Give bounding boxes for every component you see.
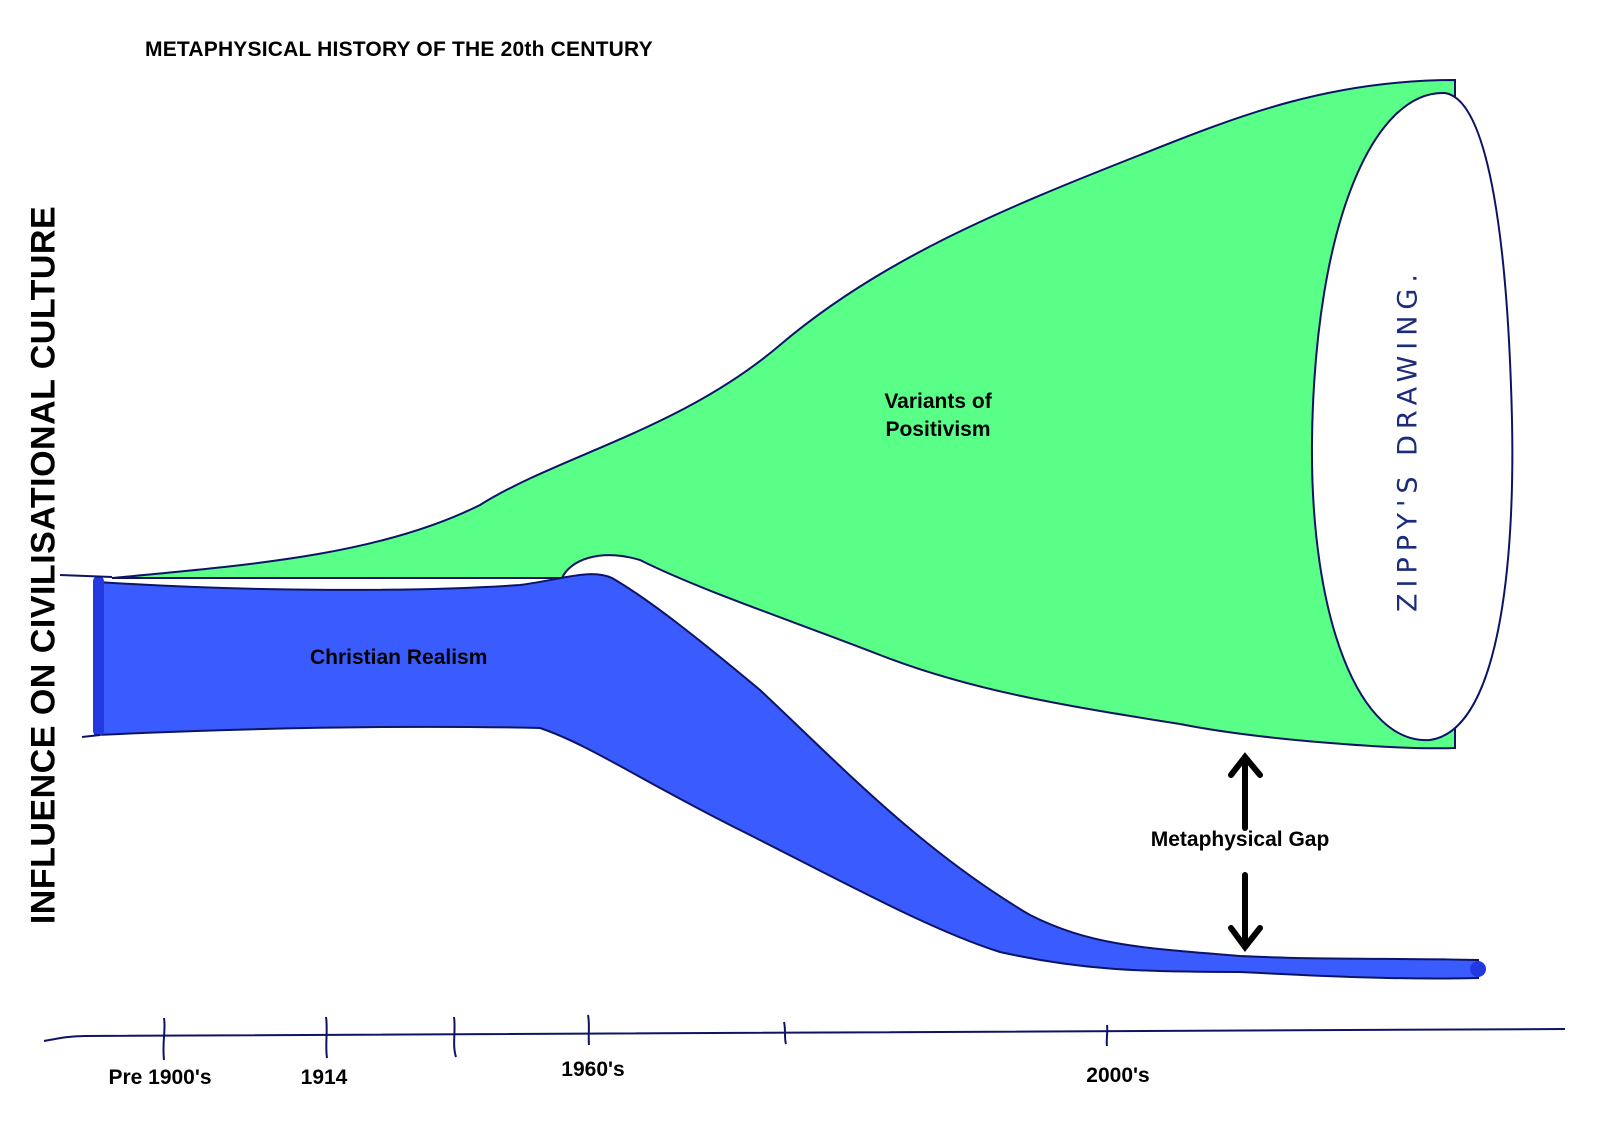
christian-left-line <box>81 734 101 738</box>
handwritten-signature: ZIPPY'S DRAWING. <box>1392 268 1424 612</box>
metaphysical-gap-label: Metaphysical Gap <box>1150 828 1330 851</box>
zippy-drawing-oval <box>1310 91 1514 742</box>
band-start-cap <box>93 576 104 736</box>
positivism-label: Variants of Positivism <box>868 388 1008 444</box>
tick-mark <box>1105 1024 1109 1047</box>
tick-mark <box>587 1014 590 1046</box>
positivism-left-line <box>59 574 113 578</box>
tick-mark <box>162 1017 166 1061</box>
y-axis-label: INFLUENCE ON CIVILISATIONAL CULTURE <box>24 205 63 925</box>
positivism-region <box>111 78 1456 750</box>
x-tick-label: Pre 1900's <box>108 1066 212 1089</box>
positivism-label-line1: Variants of <box>884 390 992 413</box>
x-tick-label: 1960's <box>561 1058 625 1081</box>
gap-arrow-down <box>1228 872 1263 952</box>
positivism-label-line2: Positivism <box>885 418 991 441</box>
christian-realism-region <box>93 573 1479 980</box>
page-title: METAPHYSICAL HISTORY OF THE 20th CENTURY <box>145 38 653 61</box>
x-tick-label: 1914 <box>300 1066 348 1089</box>
band-end-cap <box>1470 961 1486 977</box>
tick-mark <box>325 1016 328 1059</box>
tick-mark <box>453 1016 457 1058</box>
tick-mark <box>783 1021 787 1045</box>
x-axis-ticks <box>162 1014 1109 1061</box>
christian-realism-label: Christian Realism <box>310 646 488 669</box>
x-axis-line <box>43 1028 1566 1042</box>
gap-arrow-up <box>1228 752 1263 831</box>
x-tick-label: 2000's <box>1086 1064 1150 1087</box>
